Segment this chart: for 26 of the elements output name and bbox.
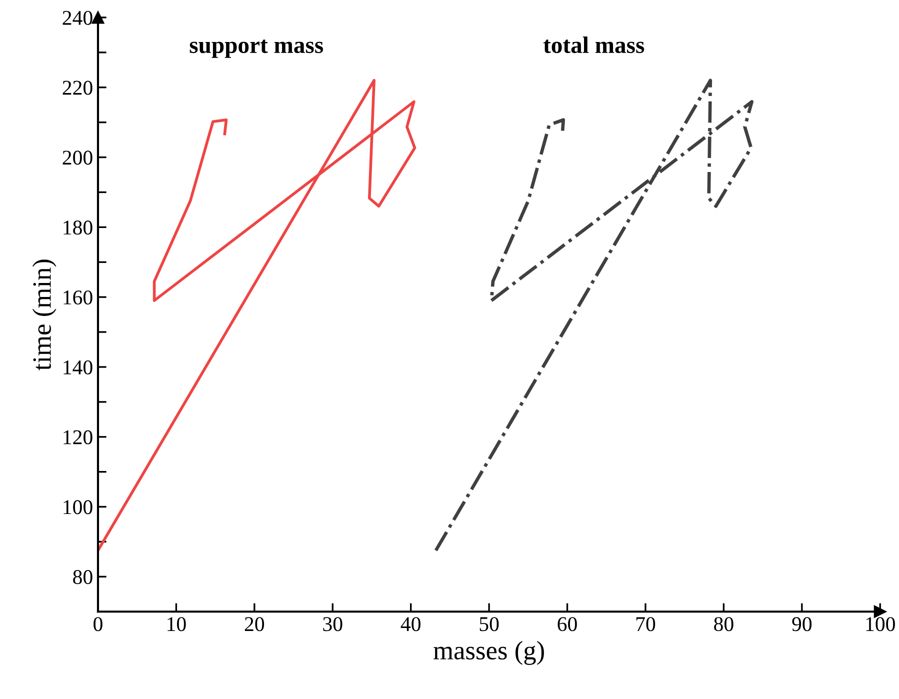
y-tick-label: 120 [64, 430, 92, 444]
y-tick-label: 180 [64, 220, 92, 235]
x-tick-label: 100 [866, 617, 895, 632]
x-tick-label: 90 [792, 617, 812, 632]
y-tick-label: 240 [62, 10, 92, 25]
y-tick-label: 80 [73, 570, 92, 584]
x-tick-label: 20 [244, 617, 264, 632]
line-series [434, 78, 754, 552]
y-tick-label: 160 [64, 290, 92, 305]
y-tick-label: 100 [64, 500, 92, 514]
line-series [98, 78, 416, 552]
y-tick-label: 220 [62, 80, 92, 95]
text: support mass [190, 40, 324, 58]
x-tick-label: 10 [168, 617, 186, 632]
x-tick-label: 70 [636, 617, 656, 632]
y-tick-label: 200 [62, 150, 92, 165]
x-tick-label: 40 [400, 617, 420, 632]
x-tick-label: 60 [558, 617, 577, 632]
x-axis-title: masses (g) [434, 640, 544, 665]
y-axis-title: time (min) [32, 260, 56, 370]
x-tick-label: 50 [480, 617, 499, 632]
x-tick-label: 30 [323, 617, 342, 632]
x-tick-label: 80 [714, 617, 734, 632]
y-tick-label: 140 [64, 360, 92, 374]
x-tick-label: 0 [94, 617, 102, 632]
text: total mass [543, 36, 644, 54]
